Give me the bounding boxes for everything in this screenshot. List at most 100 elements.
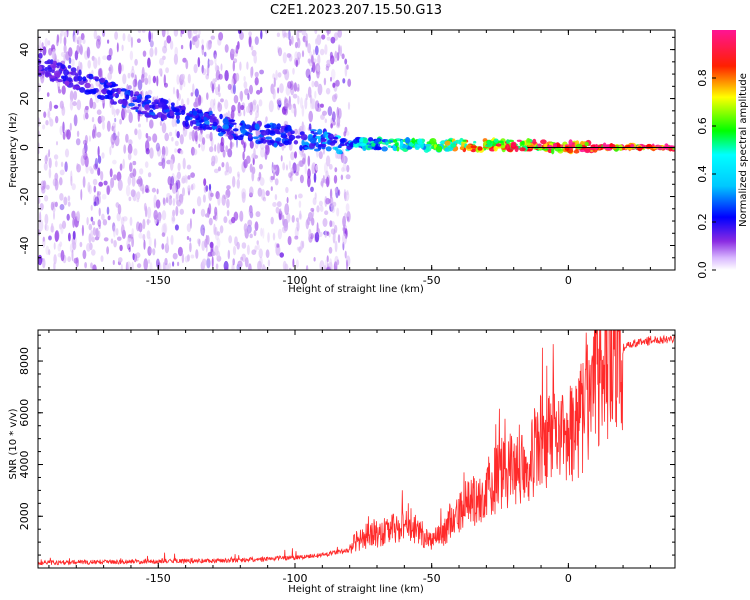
spectral-blob <box>113 225 116 238</box>
spectral-blob <box>69 99 74 111</box>
spectral-ridge-blob <box>532 138 537 145</box>
spectral-blob <box>297 95 300 105</box>
spectral-blob <box>114 31 118 40</box>
spectral-blob <box>294 226 299 238</box>
spectral-blob <box>93 30 98 40</box>
spectral-blob <box>324 264 326 270</box>
spectral-blob <box>206 92 209 100</box>
spectral-blob <box>108 47 113 57</box>
spectral-blob <box>217 101 221 108</box>
spectral-blob <box>330 36 336 44</box>
spectral-blob <box>346 216 350 222</box>
spectral-ridge-blob <box>64 80 70 86</box>
spectral-blob <box>76 130 80 137</box>
spectral-blob <box>102 219 108 226</box>
spectral-blob <box>279 83 284 94</box>
spectral-blob <box>334 50 337 59</box>
spectral-blob <box>339 45 342 57</box>
spectral-blob <box>48 48 53 56</box>
spectral-blob <box>265 116 268 122</box>
spectral-blob <box>287 81 292 89</box>
spectral-ridge-blob <box>500 145 506 149</box>
spectral-blob <box>317 54 321 66</box>
spectral-blob <box>171 118 176 128</box>
spectral-blob <box>211 83 215 94</box>
spectral-blob <box>208 203 212 215</box>
spectral-blob <box>334 167 338 173</box>
spectral-blob <box>154 46 158 56</box>
spectral-blob <box>158 161 164 166</box>
spectral-blob <box>54 230 59 243</box>
spectral-blob <box>316 107 322 112</box>
spectral-blob <box>311 98 316 110</box>
spectral-blob <box>59 241 63 247</box>
spectral-blob <box>290 171 294 176</box>
spectral-blob <box>181 253 185 264</box>
spectral-blob <box>254 245 258 253</box>
spectral-blob <box>119 118 122 125</box>
spectral-blob <box>107 215 111 221</box>
spectral-ridge-blob <box>106 82 113 86</box>
spectral-blob <box>133 148 138 156</box>
spectral-blob <box>250 45 254 51</box>
spectral-ridge-blob <box>147 114 154 118</box>
spectral-blob <box>251 66 254 76</box>
colorbar: 0.0 0.2 0.4 0.6 0.8 Normalized spectral ampl… <box>696 30 749 279</box>
spectral-ridge-blob <box>56 62 63 66</box>
spectral-blob <box>61 105 66 116</box>
spectral-ridge-blob <box>299 145 303 151</box>
spectral-blob <box>276 201 282 208</box>
spectral-blob <box>41 42 44 49</box>
spectral-blob <box>198 132 204 142</box>
spectral-blob <box>90 204 93 211</box>
spectral-blob <box>334 240 338 253</box>
spectral-blob <box>50 201 54 211</box>
spectrogram-image <box>38 30 675 270</box>
spectral-blob <box>347 101 351 110</box>
spectral-ridge-blob <box>505 143 511 151</box>
spectral-blob <box>111 125 114 132</box>
spectral-blob <box>292 67 295 75</box>
spectral-blob <box>82 176 86 188</box>
spectral-blob <box>74 50 79 61</box>
spectral-blob <box>53 254 57 265</box>
spectral-blob <box>90 216 94 222</box>
spectral-blob <box>294 235 299 240</box>
spectral-blob <box>98 207 101 217</box>
spectral-ridge-blob <box>54 70 61 78</box>
spectral-blob <box>210 35 215 40</box>
spectral-blob <box>161 223 167 236</box>
spectral-blob <box>97 191 102 196</box>
spectral-blob <box>147 172 152 178</box>
spectral-blob <box>317 103 320 108</box>
spectral-ridge-blob <box>38 65 42 71</box>
spectral-blob <box>255 211 261 218</box>
spectral-blob <box>182 57 187 63</box>
spectrogram-y-label: Frequency (Hz) <box>8 112 19 188</box>
spectral-blob <box>279 252 285 258</box>
spectral-blob <box>200 224 206 236</box>
spectral-ridge-blob <box>199 120 204 123</box>
spectral-blob <box>307 155 311 167</box>
y-tick-label: -40 <box>18 237 31 255</box>
spectral-blob <box>49 100 53 112</box>
spectral-blob <box>318 151 323 160</box>
spectral-blob <box>39 211 42 223</box>
spectral-blob <box>248 31 253 37</box>
spectral-blob <box>166 35 172 44</box>
spectral-ridge-blob <box>279 143 285 147</box>
spectral-blob <box>129 162 133 173</box>
spectral-ridge-blob <box>325 146 332 152</box>
spectral-blob <box>226 185 231 190</box>
spectral-blob <box>67 195 71 202</box>
spectral-blob <box>295 59 299 68</box>
spectral-ridge-blob <box>553 142 557 148</box>
spectral-blob <box>112 159 117 165</box>
spectral-blob <box>308 211 313 222</box>
spectral-ridge-blob <box>184 120 189 127</box>
spectral-ridge-blob <box>209 110 213 116</box>
spectral-ridge-blob <box>396 146 400 152</box>
spectral-blob <box>205 185 209 192</box>
spectral-blob <box>161 157 166 170</box>
spectral-blob <box>301 151 304 158</box>
